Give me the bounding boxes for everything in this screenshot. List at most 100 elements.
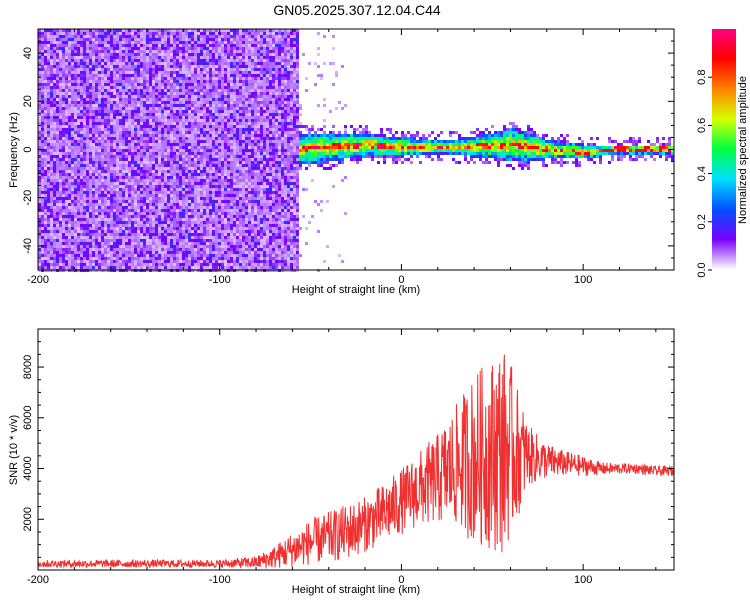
- heatmap-cell: [62, 77, 65, 80]
- heatmap-cell: [185, 143, 188, 146]
- heatmap-cell: [119, 185, 122, 188]
- heatmap-cell: [197, 86, 200, 89]
- heatmap-cell: [89, 104, 92, 107]
- heatmap-cell: [179, 137, 182, 140]
- heatmap-cell: [164, 137, 167, 140]
- heatmap-cell: [86, 80, 89, 83]
- heatmap-cell: [200, 38, 203, 41]
- heatmap-cell: [56, 203, 59, 206]
- heatmap-cell: [164, 149, 167, 152]
- heatmap-cell: [125, 62, 128, 65]
- heatmap-cell: [74, 227, 77, 230]
- heatmap-cell: [146, 71, 149, 74]
- heatmap-cell: [89, 221, 92, 224]
- heatmap-cell: [158, 194, 161, 197]
- heatmap-cell: [53, 77, 56, 80]
- heatmap-cell: [101, 80, 104, 83]
- heatmap-cell: [56, 56, 59, 59]
- heatmap-cell: [146, 164, 149, 167]
- heatmap-cell: [164, 143, 167, 146]
- heatmap-cell: [56, 98, 59, 101]
- heatmap-cell: [158, 71, 161, 74]
- heatmap-cell: [125, 128, 128, 131]
- heatmap-cell: [182, 101, 185, 104]
- heatmap-cell: [41, 122, 44, 125]
- heatmap-cell: [134, 71, 137, 74]
- heatmap-cell: [158, 128, 161, 131]
- heatmap-cell: [206, 122, 209, 125]
- heatmap-cell: [215, 101, 218, 104]
- heatmap-cell: [131, 44, 134, 47]
- heatmap-cell: [122, 77, 125, 80]
- heatmap-cell: [128, 197, 131, 200]
- heatmap-cell: [131, 47, 134, 50]
- heatmap-cell: [59, 134, 62, 137]
- heatmap-cell: [122, 59, 125, 62]
- heatmap-cell: [89, 173, 92, 176]
- heatmap-cell: [119, 224, 122, 227]
- heatmap-cell: [161, 71, 164, 74]
- heatmap-cell: [74, 35, 77, 38]
- heatmap-cell: [50, 266, 53, 269]
- heatmap-cell: [185, 197, 188, 200]
- heatmap-cell: [176, 29, 179, 32]
- heatmap-cell: [56, 206, 59, 209]
- heatmap-cell: [68, 251, 71, 254]
- heatmap-cell: [200, 164, 203, 167]
- heatmap-cell: [86, 143, 89, 146]
- heatmap-cell: [173, 260, 176, 263]
- heatmap-cell: [137, 251, 140, 254]
- heatmap-cell: [116, 50, 119, 53]
- heatmap-cell: [158, 83, 161, 86]
- heatmap-cell: [62, 212, 65, 215]
- heatmap-cell: [47, 161, 50, 164]
- heatmap-cell: [62, 194, 65, 197]
- heatmap-cell: [128, 50, 131, 53]
- heatmap-cell: [56, 74, 59, 77]
- heatmap-cell: [188, 131, 191, 134]
- heatmap-cell: [149, 227, 152, 230]
- heatmap-cell: [131, 224, 134, 227]
- heatmap-cell: [47, 209, 50, 212]
- heatmap-cell: [215, 83, 218, 86]
- heatmap-cell: [47, 185, 50, 188]
- heatmap-cell: [152, 47, 155, 50]
- heatmap-cell: [80, 68, 83, 71]
- heatmap-cell: [185, 170, 188, 173]
- heatmap-cell: [221, 122, 224, 125]
- heatmap-cell: [221, 80, 224, 83]
- heatmap-cell: [203, 224, 206, 227]
- heatmap-cell: [92, 245, 95, 248]
- heatmap-cell: [95, 221, 98, 224]
- heatmap-cell: [92, 206, 95, 209]
- heatmap-cell: [77, 41, 80, 44]
- heatmap-cell: [203, 197, 206, 200]
- heatmap-cell: [80, 101, 83, 104]
- heatmap-cell: [80, 224, 83, 227]
- heatmap-cell: [125, 251, 128, 254]
- heatmap-cell: [83, 215, 86, 218]
- heatmap-cell: [170, 140, 173, 143]
- heatmap-cell: [107, 77, 110, 80]
- heatmap-cell: [212, 122, 215, 125]
- heatmap-cell: [131, 38, 134, 41]
- heatmap-cell: [137, 230, 140, 233]
- heatmap-cell: [209, 65, 212, 68]
- heatmap-cell: [167, 149, 170, 152]
- heatmap-cell: [119, 251, 122, 254]
- heatmap-cell: [41, 203, 44, 206]
- heatmap-cell: [131, 56, 134, 59]
- heatmap-cell: [110, 74, 113, 77]
- heatmap-cell: [185, 251, 188, 254]
- heatmap-cell: [122, 155, 125, 158]
- heatmap-cell: [218, 185, 221, 188]
- heatmap-cell: [53, 158, 56, 161]
- heatmap-cell: [152, 83, 155, 86]
- heatmap-cell: [200, 251, 203, 254]
- heatmap-cell: [176, 137, 179, 140]
- heatmap-cell: [185, 260, 188, 263]
- heatmap-cell: [68, 182, 71, 185]
- heatmap-cell: [59, 38, 62, 41]
- heatmap-cell: [200, 116, 203, 119]
- heatmap-cell: [77, 185, 80, 188]
